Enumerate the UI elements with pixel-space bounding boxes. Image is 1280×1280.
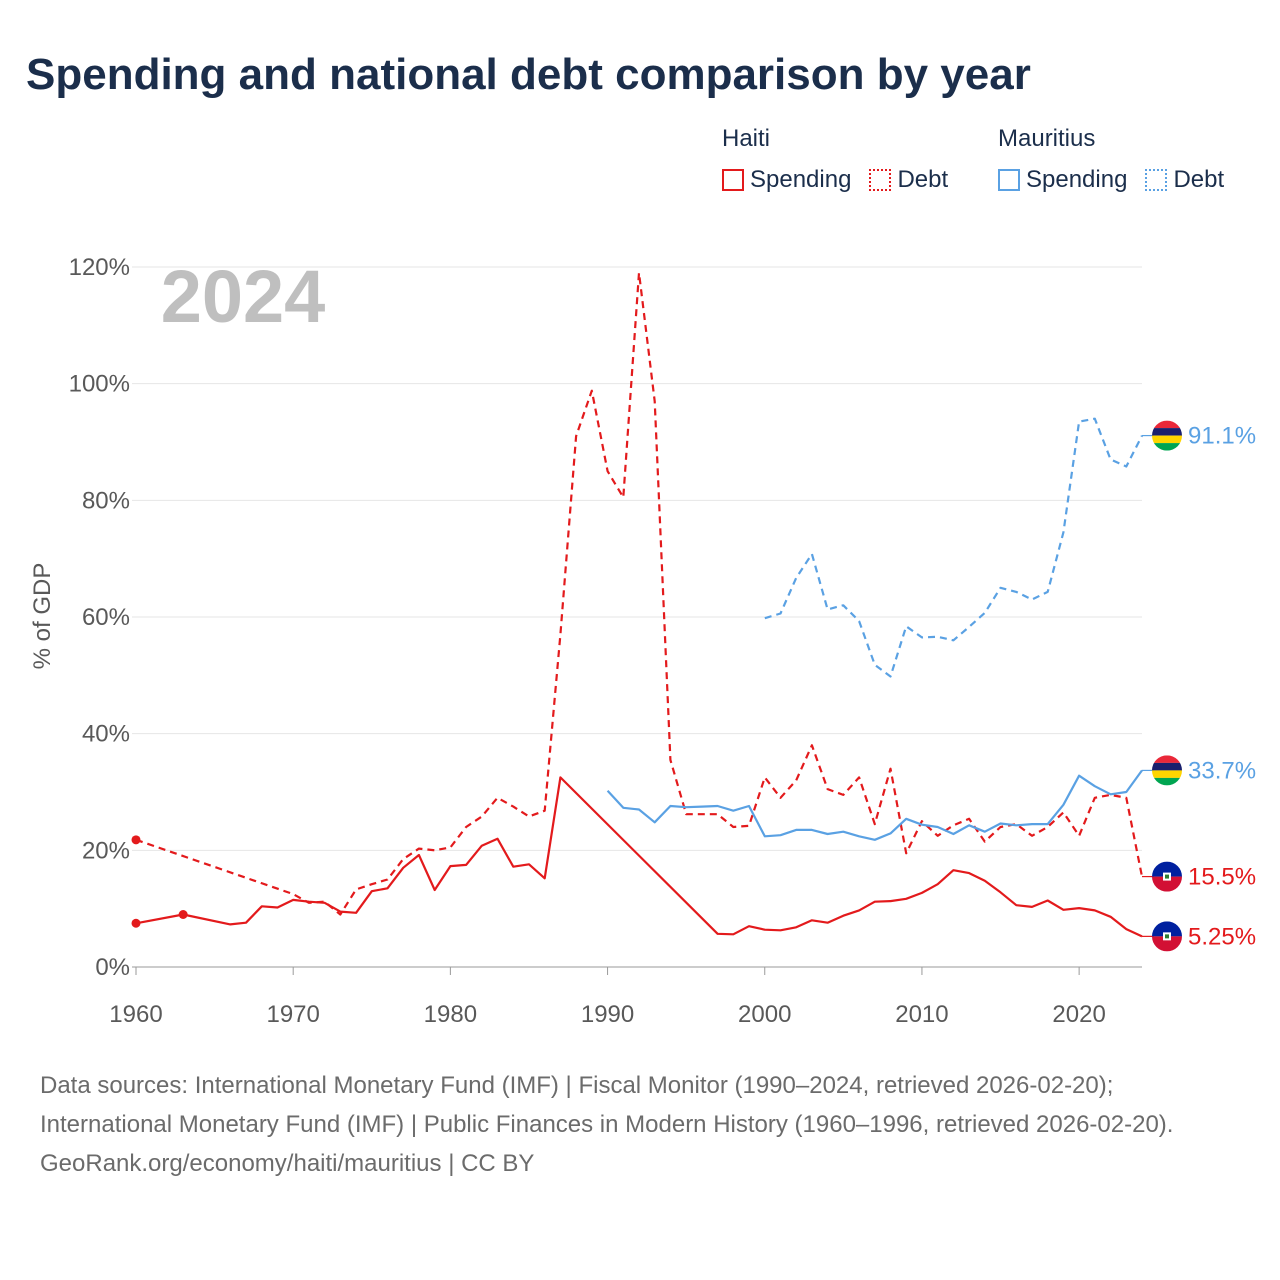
series-mauritius-spending [606,769,1143,841]
legend-mauritius: Mauritius Spending Debt [998,124,1224,194]
legend-label-haiti-spending: Spending [750,166,852,193]
y-tick-label: 120% [69,254,130,281]
grid-lines [132,266,1142,968]
haiti-flag-icon [1152,921,1182,952]
credit-line: GeoRank.org/economy/haiti/mauritius | CC… [40,1150,535,1177]
series-haiti-spending [135,776,1143,938]
y-axis-label: % of GDP [29,563,56,670]
x-tick-label: 2010 [895,1001,948,1028]
point-marker [131,835,141,845]
end-label-haiti-debt: 15.5% [1188,864,1256,891]
footer: Data sources: International Monetary Fun… [40,1066,1240,1183]
legend-label-mauritius-spending: Spending [1026,166,1128,193]
legend-haiti: Haiti Spending Debt [722,124,948,194]
x-axis-ticks: 1960 1970 1980 1990 2000 2010 2020 [109,967,1106,1028]
year-watermark: 2024 [161,255,326,338]
y-tick-label: 80% [82,487,130,514]
y-tick-label: 40% [82,721,130,748]
series-markers [131,835,188,928]
legend-swatch-haiti-debt [869,169,892,191]
y-tick-label: 100% [69,371,130,398]
legend-country-haiti: Haiti [722,125,771,152]
y-tick-label: 0% [95,954,130,981]
chart-title: Spending and national debt comparison by… [26,50,1031,99]
x-tick-label: 1960 [109,1001,162,1028]
series-lines [135,271,1154,938]
legend-swatch-mauritius-spending [998,169,1020,191]
legend-swatch-haiti-spending [722,169,744,191]
x-tick-label: 2020 [1052,1001,1105,1028]
legend-label-haiti-debt: Debt [897,166,949,193]
legend-item-haiti-debt[interactable]: Debt [869,166,948,194]
y-tick-label: 60% [82,604,130,631]
line-chart: 0% 20% 40% 60% 80% 100% 120% 1960 1970 1980 1990 2… [29,254,1256,1028]
x-tick-label: 1970 [266,1001,319,1028]
haiti-flag-icon [1152,861,1182,892]
x-tick-label: 1980 [424,1001,477,1028]
series-mauritius-debt [764,417,1143,678]
end-label-haiti-spending: 5.25% [1188,923,1256,950]
x-tick-label: 2000 [738,1001,791,1028]
legend-item-mauritius-spending[interactable]: Spending [998,166,1127,194]
point-marker [178,910,188,919]
mauritius-flag-icon [1152,755,1182,786]
end-labels: 91.1% 33.7% 15.5% 5.25% [1152,420,1256,952]
mauritius-flag-icon [1152,420,1182,451]
legend-country-mauritius: Mauritius [998,125,1096,152]
end-label-mauritius-spending: 33.7% [1188,757,1256,784]
legend-label-mauritius-debt: Debt [1173,166,1225,193]
legend-item-mauritius-debt[interactable]: Debt [1145,166,1224,194]
data-sources: Data sources: International Monetary Fun… [40,1072,1174,1138]
end-label-mauritius-debt: 91.1% [1188,423,1256,450]
legend-swatch-mauritius-debt [1145,169,1168,191]
legend-item-haiti-spending[interactable]: Spending [722,166,851,194]
y-tick-label: 20% [82,837,130,864]
series-haiti-debt [135,271,1144,916]
point-marker [131,918,141,928]
y-axis-ticks: 0% 20% 40% 60% 80% 100% 120% [69,254,130,981]
x-tick-label: 1990 [581,1001,634,1028]
